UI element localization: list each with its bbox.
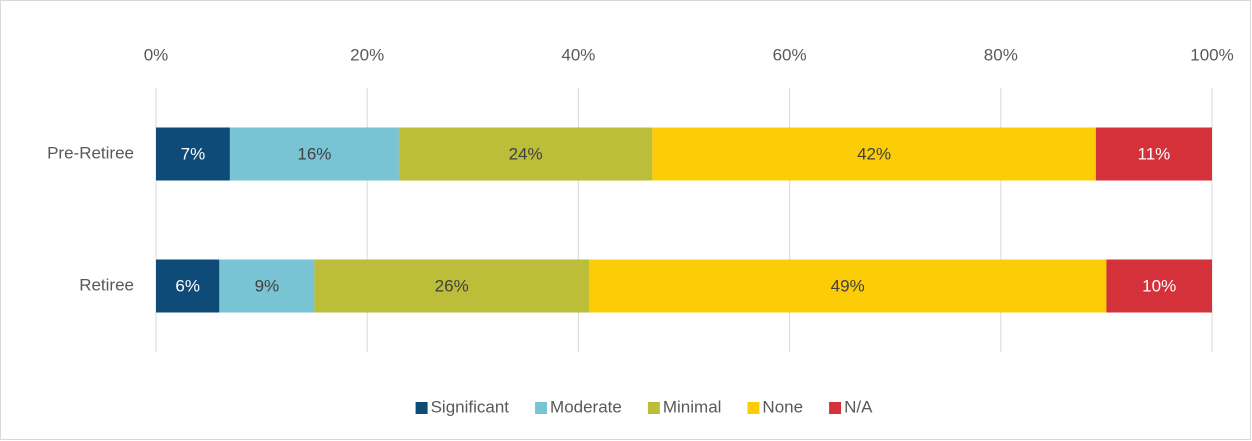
legend-swatch	[535, 402, 548, 414]
data-label: 10%	[1142, 276, 1176, 295]
x-tick-label: 100%	[1190, 45, 1233, 64]
legend-label: Minimal	[663, 397, 722, 416]
legend: Significant Moderate Minimal None N/A	[415, 397, 873, 416]
legend-swatch	[415, 402, 428, 414]
x-tick-label: 0%	[144, 45, 169, 64]
data-label: 7%	[181, 144, 206, 163]
bar-segment	[156, 127, 230, 181]
legend-label: N/A	[844, 397, 873, 416]
bar-segment	[588, 259, 1107, 313]
data-label: 6%	[175, 276, 200, 295]
legend-swatch	[829, 402, 842, 414]
data-label: 26%	[435, 276, 469, 295]
bar-segment	[1106, 259, 1212, 313]
data-label: 16%	[297, 144, 331, 163]
x-tick-label: 60%	[773, 45, 807, 64]
legend-label: None	[762, 397, 803, 416]
x-tick-label: 20%	[350, 45, 384, 64]
data-label: 24%	[509, 144, 543, 163]
bar-segment	[398, 127, 653, 181]
x-tick-label: 80%	[984, 45, 1018, 64]
y-tick-label: Retiree	[79, 275, 134, 294]
data-label: 11%	[1138, 144, 1171, 163]
x-tick-label: 40%	[561, 45, 595, 64]
data-label: 9%	[255, 276, 280, 295]
y-tick-label: Pre-Retiree	[47, 143, 134, 162]
bar-segment	[229, 127, 399, 181]
legend-label: Moderate	[550, 397, 622, 416]
bar-segment	[1095, 127, 1212, 181]
legend-swatch	[647, 402, 660, 414]
bar-segment	[314, 259, 589, 313]
data-label: 49%	[831, 276, 865, 295]
data-label: 42%	[857, 144, 891, 163]
bar-segment	[219, 259, 315, 313]
legend-label: Significant	[431, 397, 510, 416]
legend-swatch	[747, 402, 760, 414]
bar-segment	[156, 259, 220, 313]
bar-segment	[652, 127, 1096, 181]
